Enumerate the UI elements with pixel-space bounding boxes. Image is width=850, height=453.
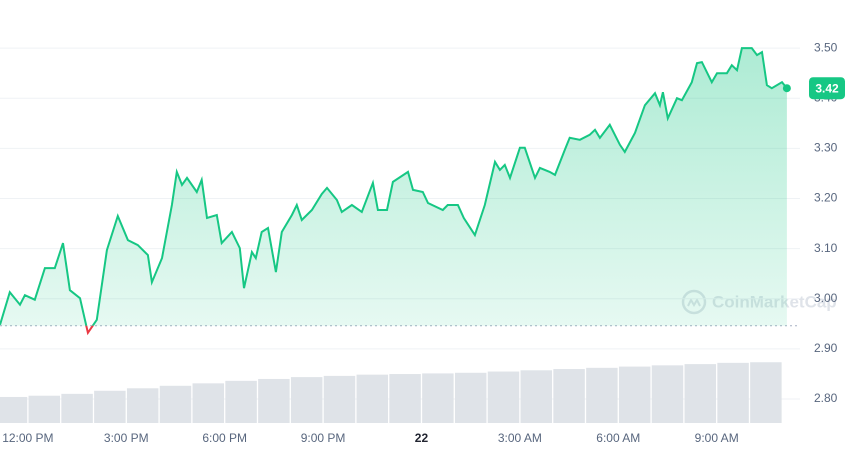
- last-price-badge: [809, 77, 845, 100]
- x-tick-label: 12:00 PM: [2, 431, 53, 445]
- y-tick-label: 3.50: [814, 40, 838, 54]
- volume-bar: [28, 395, 61, 423]
- volume-bar: [258, 378, 290, 423]
- price-area: [0, 48, 787, 326]
- volume-bar: [94, 390, 126, 423]
- last-point: [782, 84, 791, 93]
- volume-bar: [159, 385, 192, 423]
- x-tick-label: 9:00 PM: [301, 431, 346, 445]
- volume-bar: [422, 373, 454, 423]
- y-tick-label: 3.30: [814, 141, 838, 155]
- volume-bar: [323, 375, 356, 423]
- volume-bar: [651, 365, 684, 423]
- volume-bar: [61, 393, 93, 423]
- volume-bar: [192, 383, 225, 423]
- x-tick-label: 3:00 AM: [498, 431, 542, 445]
- volume-bar: [0, 396, 28, 423]
- volume-bar: [553, 369, 585, 423]
- last-price-label: 3.42: [815, 81, 839, 95]
- volume-bar: [684, 364, 717, 423]
- price-line: [0, 47, 788, 326]
- y-tick-label: 3.00: [814, 291, 838, 305]
- volume-bar: [356, 374, 389, 423]
- y-tick-label: 2.90: [814, 341, 838, 355]
- volume-bar: [487, 371, 520, 423]
- x-tick-label: 6:00 AM: [596, 431, 640, 445]
- volume-bar: [618, 366, 651, 423]
- volume-bar: [126, 388, 159, 423]
- volume-bar: [389, 374, 421, 423]
- volume-bar: [717, 362, 749, 423]
- volume-bar: [225, 380, 257, 423]
- x-tick-label: 22: [415, 431, 429, 445]
- volume-bar: [290, 377, 323, 423]
- y-tick-label: 2.80: [814, 391, 838, 405]
- x-tick-label: 3:00 PM: [104, 431, 149, 445]
- x-tick-label: 9:00 AM: [695, 431, 739, 445]
- volume-bar: [750, 362, 782, 423]
- volume-bar: [520, 370, 553, 423]
- volume-bar: [586, 367, 618, 423]
- volume-bar: [454, 372, 487, 423]
- y-tick-label: 3.10: [814, 241, 838, 255]
- x-tick-label: 6:00 PM: [202, 431, 247, 445]
- y-tick-label: 3.20: [814, 191, 838, 205]
